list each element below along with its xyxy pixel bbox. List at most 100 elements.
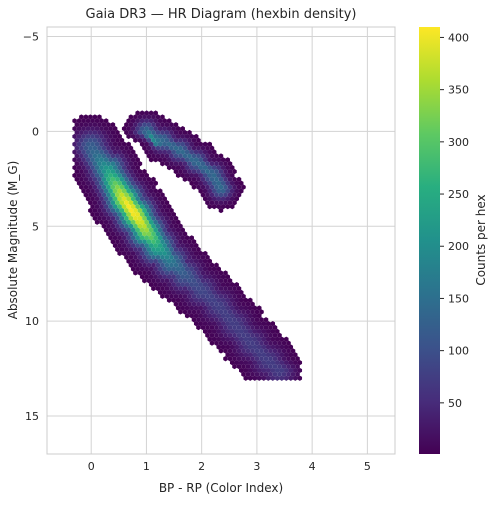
hexbin-cell bbox=[88, 137, 93, 143]
hexbin-cell bbox=[171, 157, 176, 163]
hexbin-cell bbox=[223, 301, 228, 307]
hexbin-cell bbox=[268, 363, 273, 370]
hexbin-cell bbox=[112, 204, 118, 210]
hexbin-cell bbox=[155, 215, 161, 221]
hexbin-cell bbox=[191, 161, 197, 167]
hexbin-cell bbox=[259, 324, 264, 331]
hexbin-cell bbox=[175, 274, 181, 280]
hexbin-cell bbox=[254, 324, 260, 331]
hexbin-cell bbox=[94, 196, 100, 202]
hexbin-cell bbox=[214, 176, 219, 182]
hexbin-cell bbox=[189, 297, 194, 303]
hexbin-cell bbox=[293, 352, 298, 358]
hexbin-cell bbox=[173, 278, 179, 284]
hexbin-cell bbox=[151, 246, 156, 253]
hexbin-cell bbox=[259, 340, 264, 346]
hexbin-cell bbox=[157, 204, 163, 210]
hexbin-cell bbox=[164, 207, 170, 214]
hexbin-cell bbox=[88, 176, 93, 182]
hexbin-cell bbox=[229, 328, 235, 335]
hexbin-cell bbox=[103, 211, 109, 218]
y-tick-label: 10 bbox=[25, 315, 39, 328]
hexbin-cell bbox=[225, 305, 230, 311]
hexbin-cell bbox=[227, 293, 233, 299]
hexbin-cell bbox=[205, 200, 210, 206]
hexbin-cell bbox=[270, 375, 276, 381]
hexbin-cell bbox=[248, 352, 253, 358]
hexbin-cell bbox=[117, 188, 122, 194]
hexbin-cell bbox=[220, 157, 226, 163]
hexbin-cell bbox=[135, 219, 140, 225]
hexbin-cell bbox=[155, 153, 161, 159]
hexbin-cell bbox=[101, 200, 107, 206]
hexbin-cell bbox=[119, 246, 125, 253]
hexbin-cell bbox=[216, 188, 221, 194]
hexbin-cell bbox=[166, 149, 172, 155]
hexbin-cell bbox=[160, 200, 165, 206]
hexbin-cell bbox=[284, 336, 289, 342]
colorbar-tick-label: 300 bbox=[448, 136, 469, 149]
hexbin-cell bbox=[146, 129, 152, 136]
hexbin-cell bbox=[284, 360, 289, 366]
hexbin-cell bbox=[144, 204, 149, 210]
hexbin-cell bbox=[243, 360, 248, 366]
hexbin-cell bbox=[92, 129, 98, 136]
hexbin-cell bbox=[205, 285, 210, 292]
hexbin-cell bbox=[180, 258, 185, 264]
hexbin-cell bbox=[223, 356, 228, 362]
hexbin-cell bbox=[97, 145, 102, 151]
hexbin-cell bbox=[187, 270, 192, 276]
hexbin-cell bbox=[232, 200, 237, 206]
hexbin-cell bbox=[225, 344, 230, 350]
hexbin-cell bbox=[225, 204, 230, 210]
hexbin-cell bbox=[238, 305, 244, 311]
hexbin-cell bbox=[162, 250, 167, 257]
hexbin-cell bbox=[207, 289, 212, 296]
hexbin-cell bbox=[180, 297, 185, 303]
hexbin-cell bbox=[144, 172, 149, 179]
hexbin-cell bbox=[135, 258, 140, 264]
hexbin-cell bbox=[92, 200, 98, 206]
hexbin-cell bbox=[157, 157, 163, 163]
hexbin-cell bbox=[220, 172, 226, 179]
hexbin-cell bbox=[187, 145, 192, 151]
hexbin-cell bbox=[162, 282, 167, 288]
hexbin-cell bbox=[270, 336, 276, 342]
hexbin-cell bbox=[277, 348, 282, 354]
hexbin-cell bbox=[191, 184, 197, 190]
hexbin-cell bbox=[227, 317, 233, 323]
hexbin-cell bbox=[79, 168, 84, 175]
hexbin-cell bbox=[216, 172, 221, 179]
hexbin-cell bbox=[270, 352, 276, 358]
hexbin-cell bbox=[169, 278, 174, 284]
hexbin-cell bbox=[200, 176, 206, 182]
hexbin-cell bbox=[238, 352, 244, 358]
hexbin-cell bbox=[173, 254, 179, 260]
hexbin-cell bbox=[112, 188, 118, 194]
hexbin-cell bbox=[218, 278, 224, 284]
hexbin-cell bbox=[108, 235, 113, 241]
hexbin-cell bbox=[121, 172, 127, 179]
hexbin-cell bbox=[101, 122, 107, 128]
hexbin-cell bbox=[263, 324, 269, 331]
hexbin-cell bbox=[238, 321, 244, 327]
hexbin-cell bbox=[252, 328, 257, 335]
hexbin-cell bbox=[173, 239, 179, 245]
hexbin-cell bbox=[166, 211, 172, 218]
hexbin-cell bbox=[214, 278, 219, 284]
hexbin-cell bbox=[193, 133, 199, 140]
hexbin-cell bbox=[209, 285, 215, 292]
hexbin-cell bbox=[196, 317, 201, 323]
hexbin-cell bbox=[187, 168, 192, 175]
hexbin-cell bbox=[162, 157, 167, 163]
hexbin-cell bbox=[229, 204, 235, 210]
hexbin-cell bbox=[148, 211, 154, 218]
hexbin-cell bbox=[142, 246, 147, 253]
hexbin-cell bbox=[144, 219, 149, 225]
hexbin-cell bbox=[266, 360, 271, 366]
hexbin-cell bbox=[180, 157, 185, 163]
hexbin-cell bbox=[155, 278, 161, 284]
hexbin-cell bbox=[178, 309, 183, 315]
hexbin-cell bbox=[119, 223, 125, 229]
hexbin-cell bbox=[200, 324, 206, 331]
